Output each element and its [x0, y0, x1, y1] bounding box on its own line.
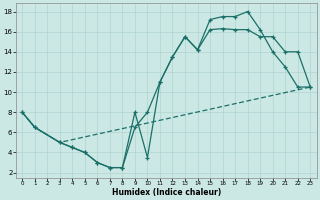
X-axis label: Humidex (Indice chaleur): Humidex (Indice chaleur): [112, 188, 221, 197]
